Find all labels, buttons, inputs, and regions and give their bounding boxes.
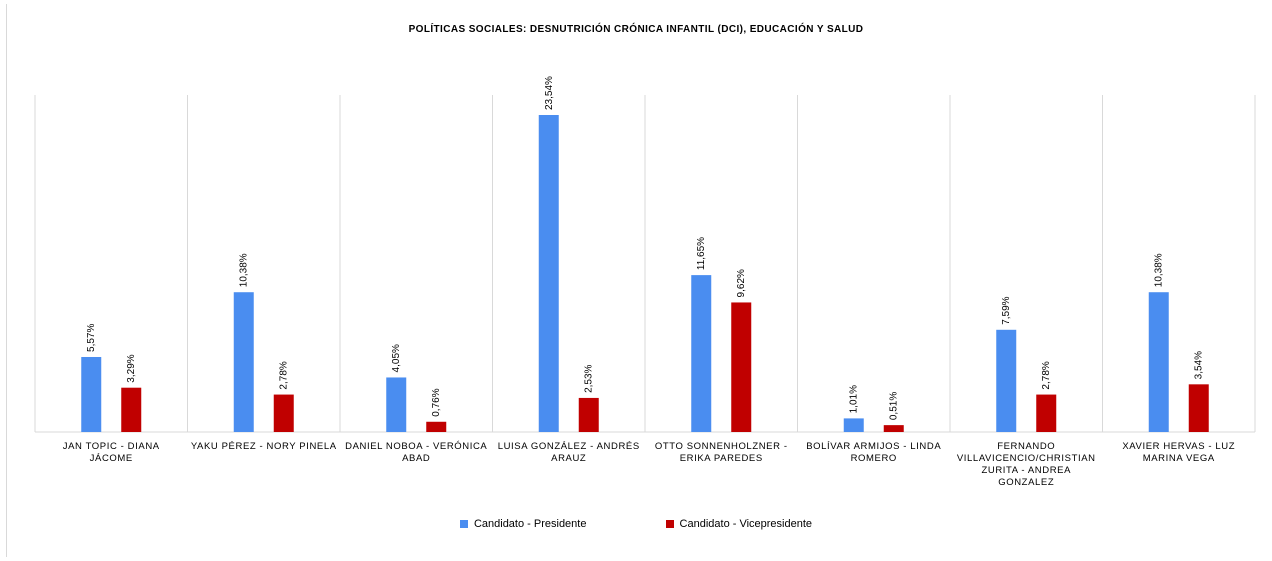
data-label: 0,76% — [431, 388, 442, 416]
bar-vicepresidente — [426, 421, 447, 432]
bar-presidente — [691, 275, 712, 432]
data-label: 2,53% — [584, 364, 595, 392]
data-label: 5,57% — [86, 324, 97, 352]
data-label: 2,78% — [1041, 361, 1052, 389]
bar-presidente — [996, 329, 1017, 432]
data-label: 11,65% — [696, 237, 707, 270]
legend-label-vicepresidente: Candidato - Vicepresidente — [679, 518, 813, 531]
data-label: 1,01% — [849, 385, 860, 413]
bar-presidente — [386, 377, 407, 432]
category-label: BOLÍVAR ARMIJOS - LINDA ROMERO — [806, 441, 942, 464]
category-label: DANIEL NOBOA - VERÓNICA ABAD — [345, 441, 488, 464]
legend-item-vicepresidente: Candidato - Vicepresidente — [665, 518, 813, 531]
bar-presidente — [843, 418, 864, 432]
bar-presidente — [1148, 292, 1169, 432]
category-label: JAN TOPIC - DIANA JÁCOME — [62, 441, 160, 464]
legend-label-presidente: Candidato - Presidente — [473, 518, 587, 531]
bar-presidente — [233, 292, 254, 432]
bar-vicepresidente — [273, 394, 294, 432]
data-label: 7,59% — [1001, 296, 1012, 324]
bar-presidente — [81, 356, 102, 432]
legend: Candidato - Presidente Candidato - Vicep… — [0, 518, 1272, 530]
bar-vicepresidente — [1036, 394, 1057, 432]
bar-vicepresidente — [578, 397, 599, 432]
legend-swatch-vicepresidente — [665, 520, 674, 529]
data-label: 0,51% — [889, 392, 900, 420]
legend-item-presidente: Candidato - Presidente — [459, 518, 587, 531]
bar-vicepresidente — [121, 387, 142, 432]
data-label: 2,78% — [279, 361, 290, 389]
bar-vicepresidente — [883, 425, 904, 432]
data-label: 3,54% — [1194, 351, 1205, 379]
bar-presidente — [538, 115, 559, 432]
bar-vicepresidente — [1188, 384, 1209, 432]
legend-swatch-presidente — [459, 520, 468, 529]
data-label: 9,62% — [736, 269, 747, 297]
data-label: 10,38% — [239, 253, 250, 287]
category-label: FERNANDO VILLAVICENCIO/CHRISTIAN ZURITA … — [956, 441, 1096, 488]
chart-title: POLÍTICAS SOCIALES: DESNUTRICIÓN CRÓNICA… — [408, 24, 864, 35]
data-label: 4,05% — [391, 344, 402, 372]
category-label: YAKU PÉREZ - NORY PINELA — [190, 441, 337, 452]
bar-vicepresidente — [731, 302, 752, 432]
category-label: LUISA GONZÁLEZ - ANDRÉS ARAUZ — [497, 441, 640, 464]
chart-frame — [6, 4, 1268, 557]
data-label: 3,29% — [126, 354, 137, 382]
data-label: 10,38% — [1154, 253, 1165, 287]
data-label: 23,54% — [544, 76, 555, 110]
category-label: XAVIER HERVAS - LUZ MARINA VEGA — [1122, 441, 1236, 464]
category-label: OTTO SONNENHOLZNER - ERIKA PAREDES — [654, 441, 788, 464]
